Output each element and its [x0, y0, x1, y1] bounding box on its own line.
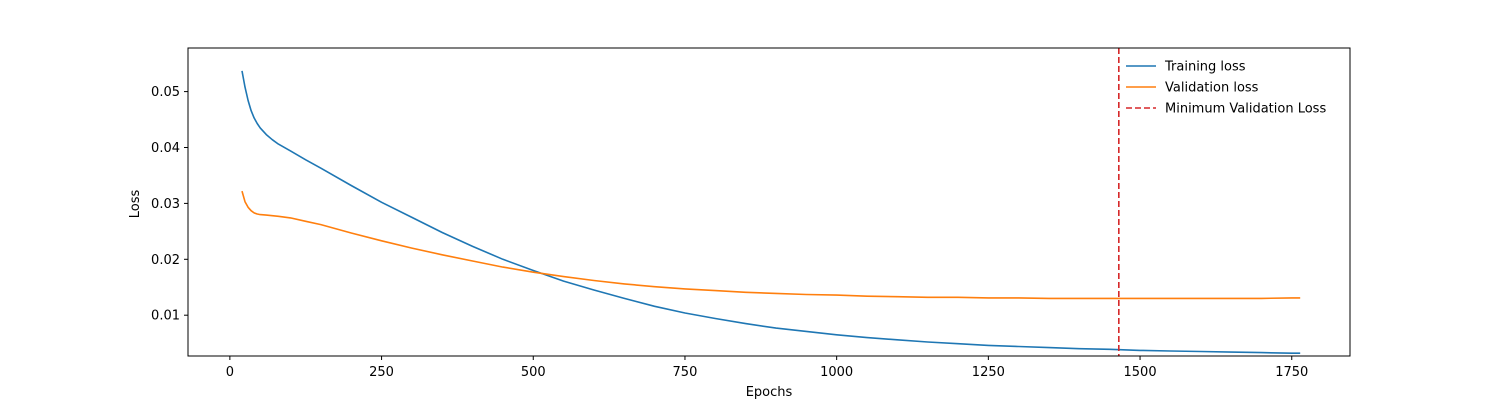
x-tick-label: 1500	[1124, 365, 1157, 380]
x-tick-label: 250	[369, 365, 394, 380]
y-tick-label: 0.03	[151, 197, 180, 212]
plot-area	[241, 48, 1301, 356]
y-tick-label: 0.05	[151, 85, 180, 100]
legend-label: Minimum Validation Loss	[1165, 102, 1326, 117]
legend: Training loss Validation loss Minimum Vali…	[1126, 60, 1326, 117]
series-line-0	[241, 70, 1301, 354]
x-tick-label: 1250	[972, 365, 1005, 380]
y-axis-label: Loss	[128, 190, 143, 219]
legend-label: Training loss	[1164, 60, 1246, 75]
x-axis-ticks: 0 250 500 750 1000 1250 1500 1750	[226, 356, 1308, 380]
x-tick-label: 750	[673, 365, 698, 380]
y-tick-label: 0.02	[151, 253, 180, 268]
y-axis-ticks: 0.01 0.02 0.03 0.04 0.05	[151, 85, 188, 324]
y-tick-label: 0.01	[151, 309, 180, 324]
axes-frame	[187, 47, 1351, 357]
x-tick-label: 0	[226, 365, 234, 380]
x-tick-label: 1750	[1275, 365, 1308, 380]
legend-label: Validation loss	[1165, 81, 1259, 96]
x-tick-label: 500	[521, 365, 546, 380]
x-tick-label: 1000	[820, 365, 853, 380]
series-line-1	[241, 190, 1301, 300]
y-tick-label: 0.04	[151, 141, 180, 156]
x-axis-label: Epochs	[746, 385, 793, 400]
